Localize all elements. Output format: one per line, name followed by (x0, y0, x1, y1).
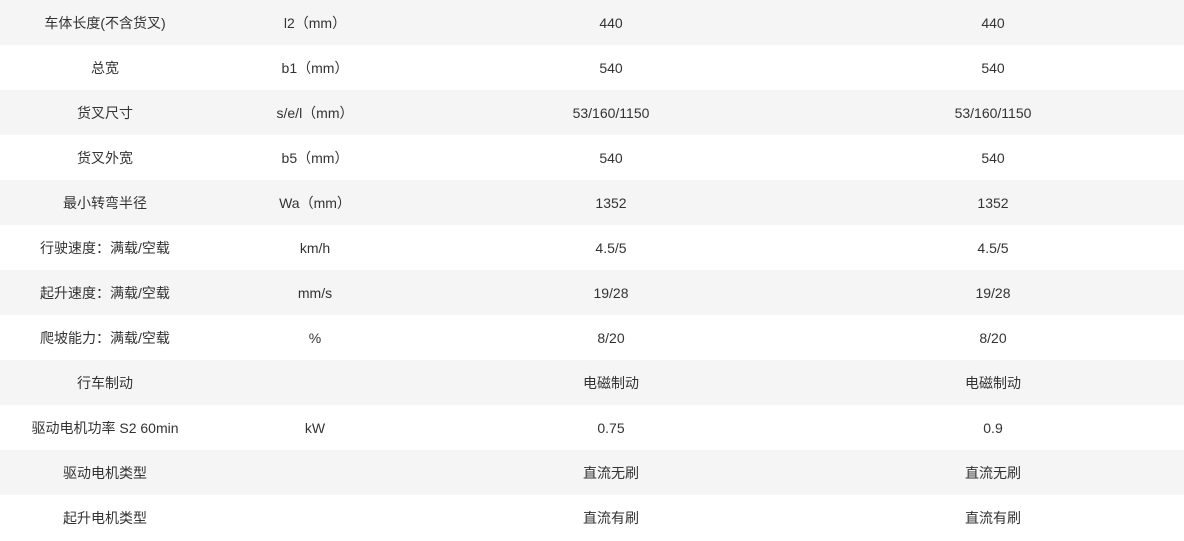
row-label: 驱动电机功率 S2 60min (0, 405, 210, 450)
row-value-1: 0.75 (420, 405, 802, 450)
row-value-2: 19/28 (802, 270, 1184, 315)
row-value-2: 8/20 (802, 315, 1184, 360)
table-row: 行车制动 电磁制动电磁制动 (0, 360, 1184, 405)
spec-table: 车体长度(不含货叉)l2（mm）440440总宽b1（mm）540540货叉尺寸… (0, 0, 1184, 540)
row-label: 货叉尺寸 (0, 90, 210, 135)
row-value-1: 4.5/5 (420, 225, 802, 270)
row-value-2: 540 (802, 45, 1184, 90)
row-label: 行车制动 (0, 360, 210, 405)
row-value-1: 53/160/1150 (420, 90, 802, 135)
row-unit (210, 495, 420, 540)
row-unit: Wa（mm） (210, 180, 420, 225)
row-value-2: 53/160/1150 (802, 90, 1184, 135)
row-value-1: 直流无刷 (420, 450, 802, 495)
table-row: 起升速度：满载/空载mm/s19/2819/28 (0, 270, 1184, 315)
row-label: 驱动电机类型 (0, 450, 210, 495)
row-unit (210, 360, 420, 405)
row-value-2: 直流无刷 (802, 450, 1184, 495)
table-row: 最小转弯半径Wa（mm）13521352 (0, 180, 1184, 225)
row-label: 爬坡能力：满载/空载 (0, 315, 210, 360)
row-value-1: 8/20 (420, 315, 802, 360)
table-row: 行驶速度：满载/空载km/h4.5/54.5/5 (0, 225, 1184, 270)
row-value-2: 1352 (802, 180, 1184, 225)
table-row: 货叉尺寸s/e/l（mm）53/160/115053/160/1150 (0, 90, 1184, 135)
row-unit: mm/s (210, 270, 420, 315)
table-row: 驱动电机功率 S2 60minkW0.750.9 (0, 405, 1184, 450)
row-value-2: 540 (802, 135, 1184, 180)
row-unit: s/e/l（mm） (210, 90, 420, 135)
table-row: 驱动电机类型 直流无刷直流无刷 (0, 450, 1184, 495)
row-value-1: 540 (420, 135, 802, 180)
row-label: 行驶速度：满载/空载 (0, 225, 210, 270)
row-label: 货叉外宽 (0, 135, 210, 180)
row-value-2: 440 (802, 0, 1184, 45)
row-value-1: 直流有刷 (420, 495, 802, 540)
row-label: 车体长度(不含货叉) (0, 0, 210, 45)
row-unit: l2（mm） (210, 0, 420, 45)
row-unit: km/h (210, 225, 420, 270)
table-row: 爬坡能力：满载/空载%8/208/20 (0, 315, 1184, 360)
row-unit (210, 450, 420, 495)
row-label: 起升电机类型 (0, 495, 210, 540)
row-value-2: 4.5/5 (802, 225, 1184, 270)
row-value-1: 19/28 (420, 270, 802, 315)
row-value-2: 直流有刷 (802, 495, 1184, 540)
row-value-1: 540 (420, 45, 802, 90)
row-unit: kW (210, 405, 420, 450)
row-value-1: 440 (420, 0, 802, 45)
row-label: 起升速度：满载/空载 (0, 270, 210, 315)
row-unit: % (210, 315, 420, 360)
row-value-2: 电磁制动 (802, 360, 1184, 405)
row-label: 总宽 (0, 45, 210, 90)
table-row: 起升电机类型 直流有刷直流有刷 (0, 495, 1184, 540)
row-value-2: 0.9 (802, 405, 1184, 450)
table-row: 货叉外宽b5（mm）540540 (0, 135, 1184, 180)
row-value-1: 1352 (420, 180, 802, 225)
table-row: 车体长度(不含货叉)l2（mm）440440 (0, 0, 1184, 45)
row-unit: b5（mm） (210, 135, 420, 180)
table-row: 总宽b1（mm）540540 (0, 45, 1184, 90)
row-value-1: 电磁制动 (420, 360, 802, 405)
row-unit: b1（mm） (210, 45, 420, 90)
row-label: 最小转弯半径 (0, 180, 210, 225)
